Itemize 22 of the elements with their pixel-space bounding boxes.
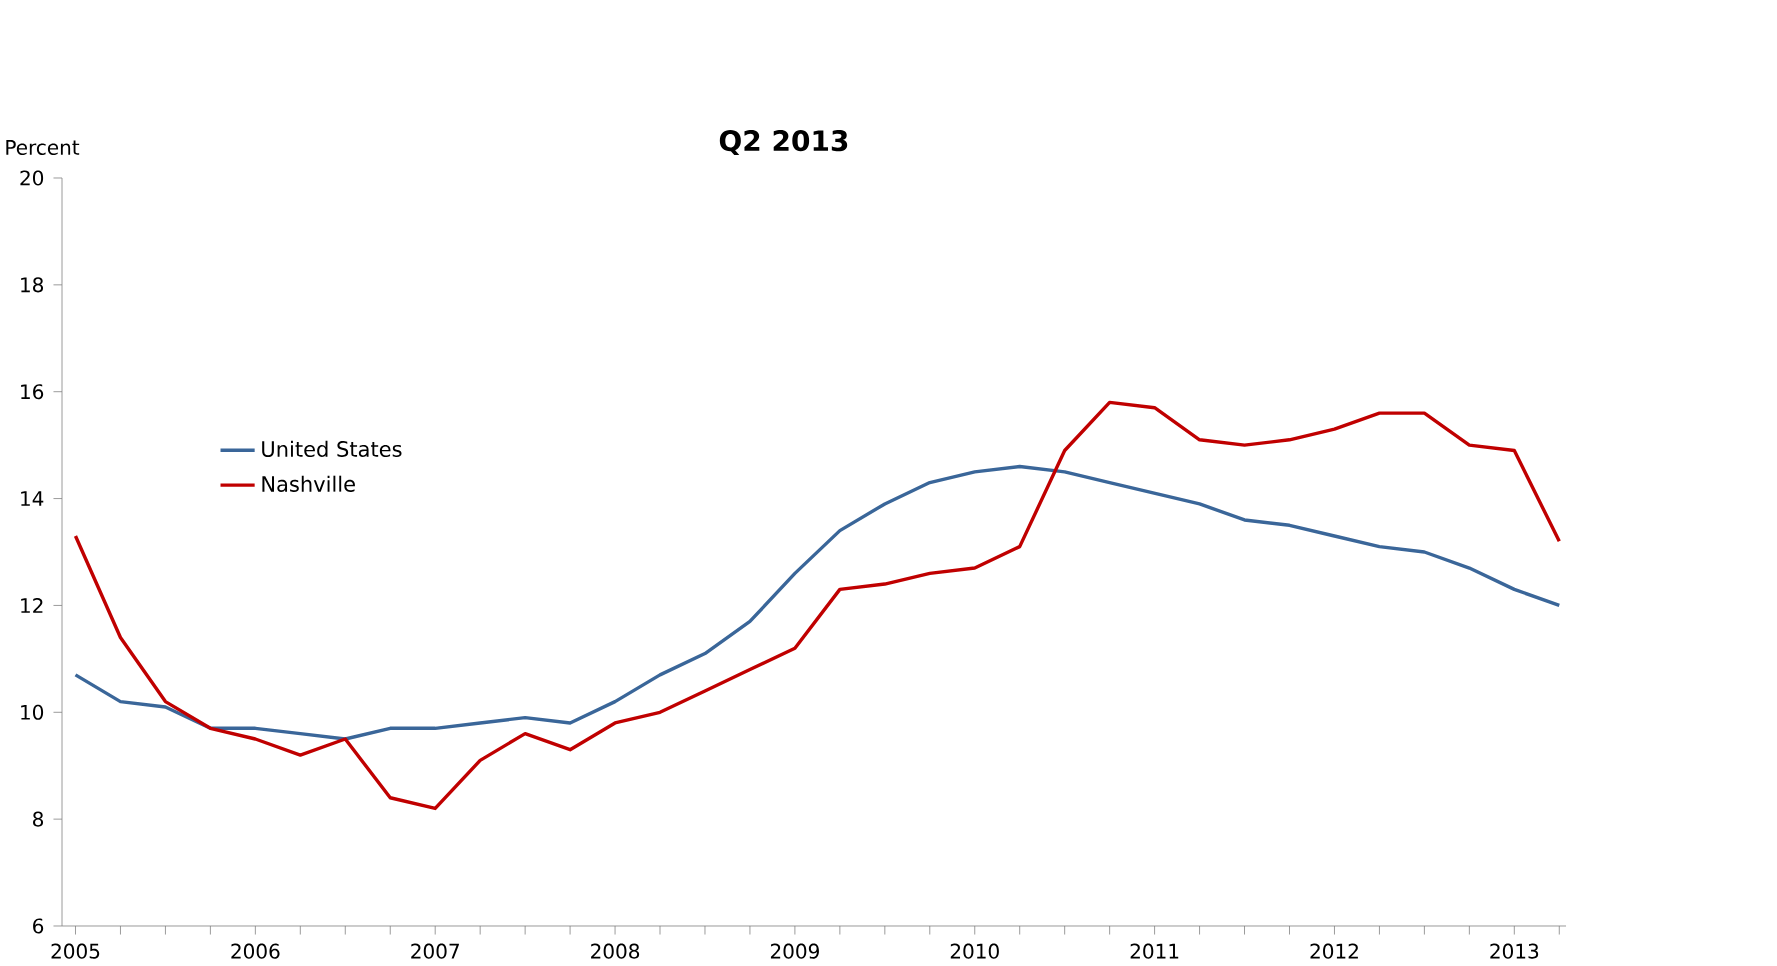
x-tick-label: 2006 xyxy=(231,943,280,959)
legend-label: United States xyxy=(262,440,402,457)
line-series xyxy=(73,400,1561,811)
x-tick-label: 2010 xyxy=(950,943,999,959)
y-tick-label: 8 xyxy=(33,811,44,827)
y-tick-label: 16 xyxy=(21,384,44,400)
x-tick-label: 2008 xyxy=(591,943,640,959)
x-tick-label: 2011 xyxy=(1130,943,1179,959)
x-tick-label: 2013 xyxy=(1490,943,1539,959)
y-tick-label: 6 xyxy=(33,918,44,934)
y-tick-label: 12 xyxy=(21,597,43,613)
legend-label: Nashville xyxy=(262,475,355,492)
x-tick-label: 2009 xyxy=(770,943,819,959)
y-axis-title: Percent xyxy=(6,140,80,155)
y-tick-label: 14 xyxy=(21,491,44,506)
y-tick-label: 20 xyxy=(20,170,44,186)
x-tick-label: 2007 xyxy=(411,943,459,959)
x-tick-label: 2012 xyxy=(1310,943,1358,959)
y-tick-label: 18 xyxy=(21,277,44,293)
y-tick-label: 10 xyxy=(21,704,44,720)
x-tick-label: 2005 xyxy=(51,943,100,959)
chart-title: Q2 2013 xyxy=(719,130,848,155)
